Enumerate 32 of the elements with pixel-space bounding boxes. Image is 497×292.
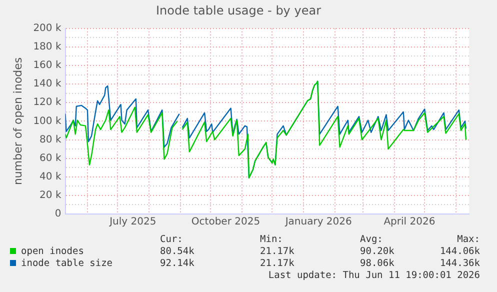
y-tick-label: 140 k <box>33 78 62 90</box>
legend-label: open inodes <box>20 246 84 257</box>
text: 80.54k <box>160 246 194 257</box>
text: 98.06k <box>360 258 394 269</box>
text: Last update: Thu Jun 11 19:00:01 2026 <box>268 270 480 281</box>
chart-title: Inode table usage - by year <box>156 3 322 18</box>
text: 21.17k <box>260 246 294 257</box>
text: 21.17k <box>260 258 294 269</box>
text: 144.06k <box>440 246 480 257</box>
y-tick-label: 180 k <box>33 42 62 53</box>
x-tick-label: October 2025 <box>191 216 260 228</box>
y-axis-title: number of open inodes <box>11 57 24 186</box>
y-tick-label: 60 k <box>40 152 62 164</box>
text: Max: <box>457 234 480 245</box>
y-tick-label: 0 <box>54 208 62 220</box>
text: 92.14k <box>160 258 194 269</box>
y-tick-label: 200 k <box>33 22 62 34</box>
y-tick-label: 40 k <box>40 171 62 182</box>
x-tick-label: April 2026 <box>384 216 436 228</box>
y-tick-label: 160 k <box>33 60 62 72</box>
x-tick-label: January 2026 <box>284 216 352 228</box>
y-tick-label: 120 k <box>33 97 62 108</box>
text: 144.36k <box>440 258 480 269</box>
y-tick-label: 80 k <box>40 134 62 146</box>
text: Cur: <box>160 234 183 245</box>
y-tick-label: 20 k <box>40 190 62 202</box>
y-tick-label: 100 k <box>33 116 62 127</box>
text: Min: <box>260 234 283 245</box>
x-tick-label: July 2025 <box>108 216 156 228</box>
legend-label: inode table size <box>20 258 113 269</box>
text: 90.20k <box>360 246 394 257</box>
text: Avg: <box>360 234 383 245</box>
